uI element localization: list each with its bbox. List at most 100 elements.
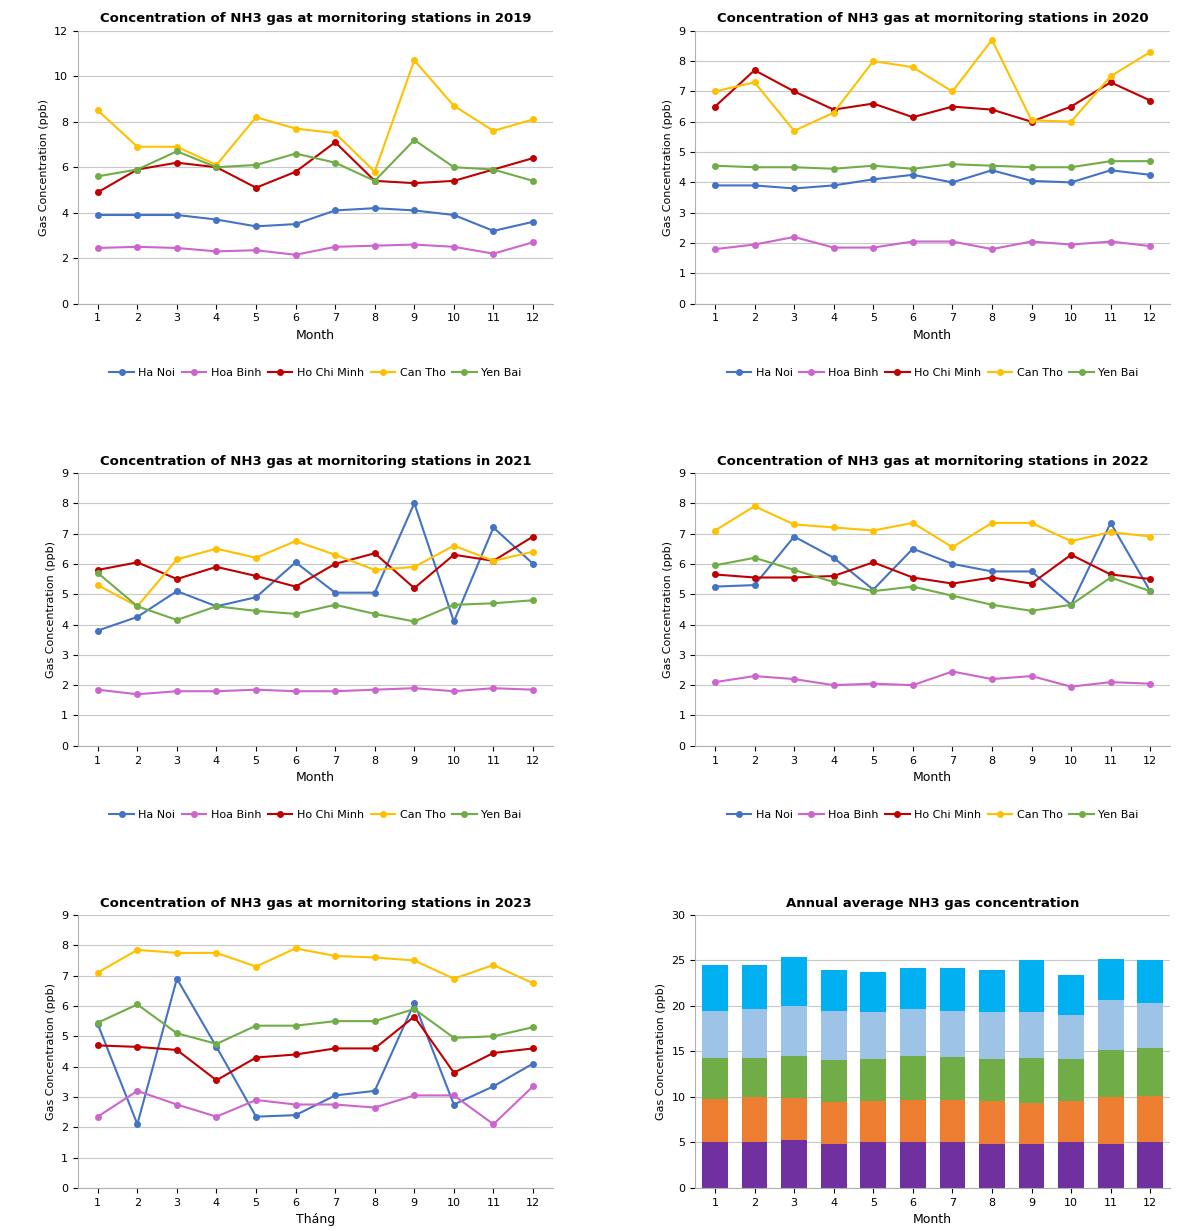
Hoa Binh [748,668,762,683]
Hoa Binh [827,678,841,693]
Bar [702,1099,728,1142]
Ha Noi [130,1117,144,1131]
Ho Chi Minh [748,570,762,585]
Can Tho [906,516,920,531]
Hoa Binh [1104,234,1118,249]
Yen Bai [288,607,302,622]
Ha Noi [90,208,104,223]
Ha Noi [946,175,960,190]
Ha Noi [248,219,263,234]
Ha Noi [1104,516,1118,531]
Ho Chi Minh [1144,571,1158,586]
Line: Hoa Binh: Hoa Binh [95,240,535,257]
Ho Chi Minh [1025,114,1039,129]
Ha Noi [288,555,302,570]
Can Tho [708,523,722,538]
Bar [781,1006,806,1056]
Hoa Binh [1025,234,1039,249]
Yen Bai [748,160,762,175]
Hoa Binh [209,684,223,699]
Can Tho [1144,44,1158,59]
Ha Noi [748,178,762,193]
Line: Ha Noi: Ha Noi [95,976,535,1128]
Hoa Binh [446,1088,461,1103]
Line: Can Tho: Can Tho [95,538,535,609]
Ha Noi [526,214,540,229]
Can Tho [1104,524,1118,539]
Line: Yen Bai: Yen Bai [95,1002,535,1046]
Bar [860,1012,886,1059]
Bar [1138,1142,1163,1188]
Hoa Binh [367,239,382,254]
Ho Chi Minh [486,554,500,569]
Yen Bai [1064,597,1079,612]
Ho Chi Minh [708,567,722,582]
Bar [1098,959,1123,1000]
Can Tho [787,123,802,138]
Ha Noi [407,496,421,511]
Line: Yen Bai: Yen Bai [713,555,1153,613]
X-axis label: Month: Month [296,771,335,784]
Ho Chi Minh [407,1009,421,1024]
Can Tho [209,542,223,556]
Yen Bai [367,607,382,622]
Yen Bai [486,596,500,611]
Line: Ho Chi Minh: Ho Chi Minh [713,68,1153,124]
Ha Noi [827,550,841,565]
Line: Ho Chi Minh: Ho Chi Minh [95,534,535,591]
Hoa Binh [288,684,302,699]
Ha Noi [90,623,104,638]
Hoa Binh [407,238,421,252]
Ha Noi [486,224,500,239]
Can Tho [486,123,500,138]
Line: Hoa Binh: Hoa Binh [95,686,535,697]
Title: Annual average NH3 gas concentration: Annual average NH3 gas concentration [786,896,1079,910]
Bar [742,965,768,1008]
Line: Ha Noi: Ha Noi [95,206,535,234]
Ha Noi [526,556,540,571]
Ho Chi Minh [1104,567,1118,582]
Y-axis label: Gas Concentration (ppb): Gas Concentration (ppb) [662,98,673,235]
Hoa Binh [1144,239,1158,254]
Ho Chi Minh [748,63,762,78]
Yen Bai [906,161,920,176]
Yen Bai [169,144,184,159]
Ha Noi [288,217,302,231]
Ha Noi [1025,564,1039,579]
Can Tho [526,544,540,559]
Hoa Binh [906,234,920,249]
Can Tho [367,950,382,965]
X-axis label: Month: Month [913,1214,952,1226]
Yen Bai [248,158,263,172]
Can Tho [130,943,144,958]
Ho Chi Minh [407,581,421,596]
Ha Noi [486,519,500,534]
Line: Can Tho: Can Tho [713,37,1153,134]
Can Tho [288,121,302,135]
Bar [781,1098,806,1140]
Hoa Binh [130,240,144,255]
Bar [979,1102,1004,1144]
Bar [1138,1096,1163,1142]
Hoa Binh [708,675,722,689]
Hoa Binh [288,1097,302,1112]
Ho Chi Minh [209,160,223,175]
Hoa Binh [946,664,960,678]
Ho Chi Minh [486,1045,500,1060]
Can Tho [985,516,1000,531]
Ha Noi [985,564,1000,579]
Bar [1019,960,1044,1012]
Bar [900,1142,925,1188]
Bar [1019,1012,1044,1057]
Yen Bai [90,1016,104,1030]
Bar [1098,1050,1123,1097]
Can Tho [748,499,762,513]
Hoa Binh [946,234,960,249]
X-axis label: Month: Month [913,771,952,784]
Ho Chi Minh [169,571,184,586]
Ho Chi Minh [209,1073,223,1088]
Ha Noi [446,1097,461,1112]
Bar [1058,1102,1084,1142]
Y-axis label: Gas Concentration (ppb): Gas Concentration (ppb) [46,540,55,678]
Hoa Binh [526,235,540,250]
